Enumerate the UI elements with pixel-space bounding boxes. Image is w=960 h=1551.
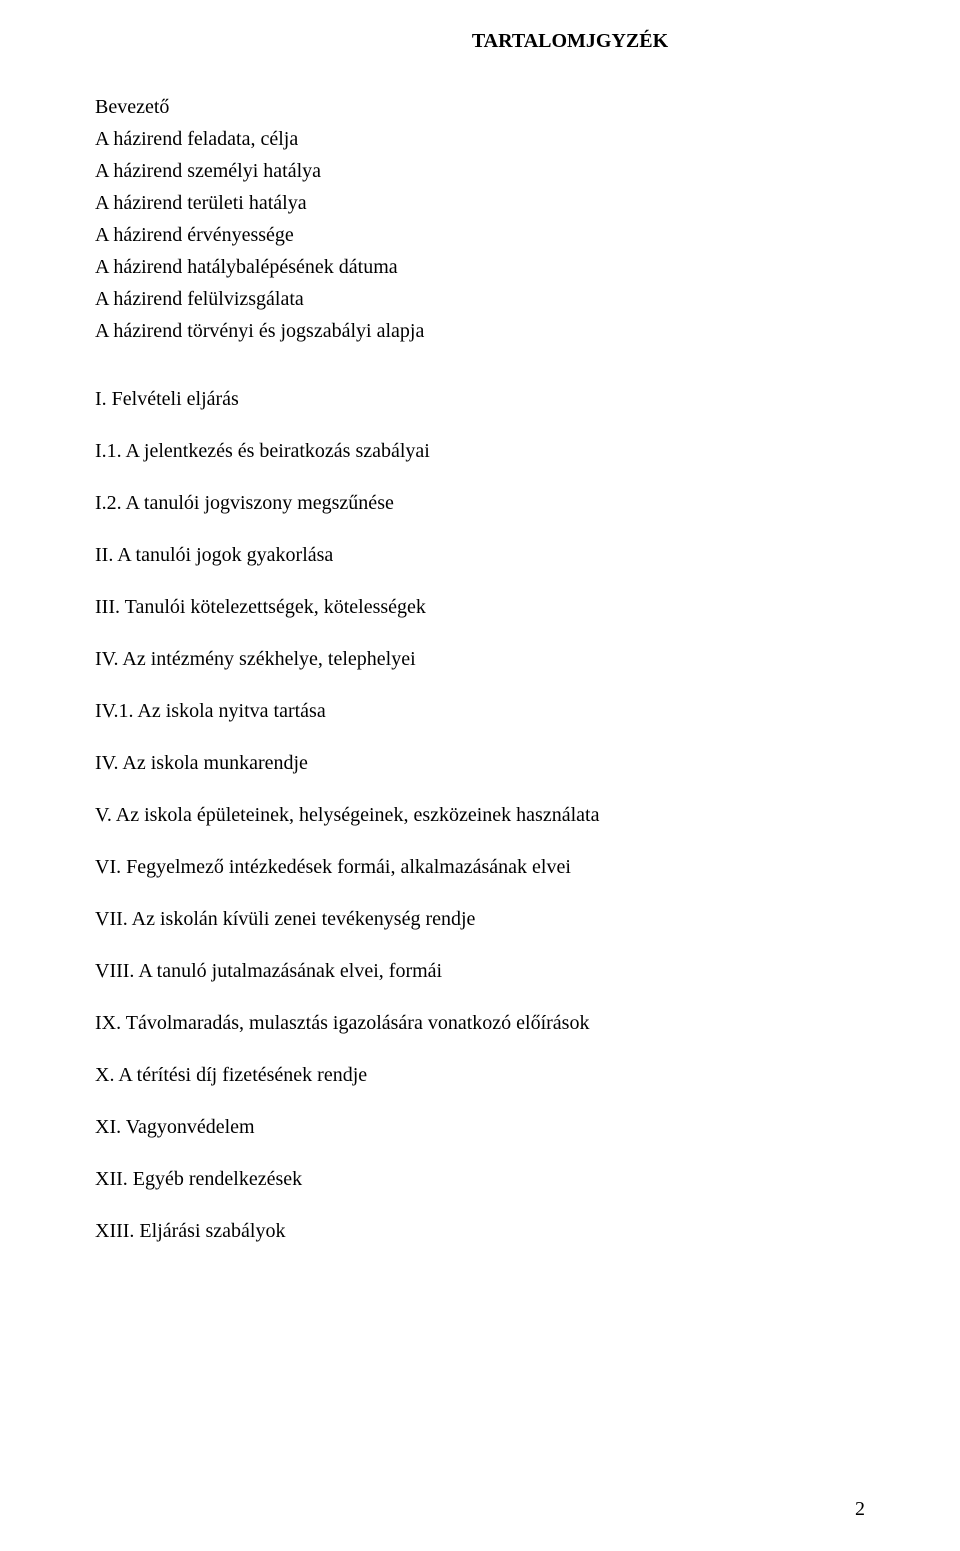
toc-item: IV. Az intézmény székhelye, telephelyei (95, 645, 865, 673)
document-page: TARTALOMJGYZÉK Bevezető A házirend felad… (0, 0, 960, 1245)
toc-item: I.2. A tanulói jogviszony megszűnése (95, 489, 865, 517)
toc-item: V. Az iskola épületeinek, helységeinek, … (95, 801, 865, 829)
toc-item: I. Felvételi eljárás (95, 385, 865, 413)
toc-item: IV. Az iskola munkarendje (95, 749, 865, 777)
toc-item: VII. Az iskolán kívüli zenei tevékenység… (95, 905, 865, 933)
toc-list: I. Felvételi eljárás I.1. A jelentkezés … (95, 385, 865, 1245)
page-number: 2 (855, 1498, 865, 1521)
page-title: TARTALOMJGYZÉK (275, 30, 865, 53)
intro-line: A házirend területi hatálya (95, 187, 865, 219)
toc-item: IX. Távolmaradás, mulasztás igazolására … (95, 1009, 865, 1037)
toc-item: VIII. A tanuló jutalmazásának elvei, for… (95, 957, 865, 985)
intro-block: Bevezető A házirend feladata, célja A há… (95, 91, 865, 347)
toc-item: XI. Vagyonvédelem (95, 1113, 865, 1141)
toc-item: IV.1. Az iskola nyitva tartása (95, 697, 865, 725)
intro-line: Bevezető (95, 91, 865, 123)
intro-line: A házirend feladata, célja (95, 123, 865, 155)
toc-item: II. A tanulói jogok gyakorlása (95, 541, 865, 569)
toc-item: I.1. A jelentkezés és beiratkozás szabál… (95, 437, 865, 465)
toc-item: VI. Fegyelmező intézkedések formái, alka… (95, 853, 865, 881)
toc-item: X. A térítési díj fizetésének rendje (95, 1061, 865, 1089)
intro-line: A házirend személyi hatálya (95, 155, 865, 187)
intro-line: A házirend törvényi és jogszabályi alapj… (95, 315, 865, 347)
intro-line: A házirend érvényessége (95, 219, 865, 251)
intro-line: A házirend felülvizsgálata (95, 283, 865, 315)
toc-item: XII. Egyéb rendelkezések (95, 1165, 865, 1193)
intro-line: A házirend hatálybalépésének dátuma (95, 251, 865, 283)
toc-item: XIII. Eljárási szabályok (95, 1217, 865, 1245)
toc-item: III. Tanulói kötelezettségek, kötelesség… (95, 593, 865, 621)
